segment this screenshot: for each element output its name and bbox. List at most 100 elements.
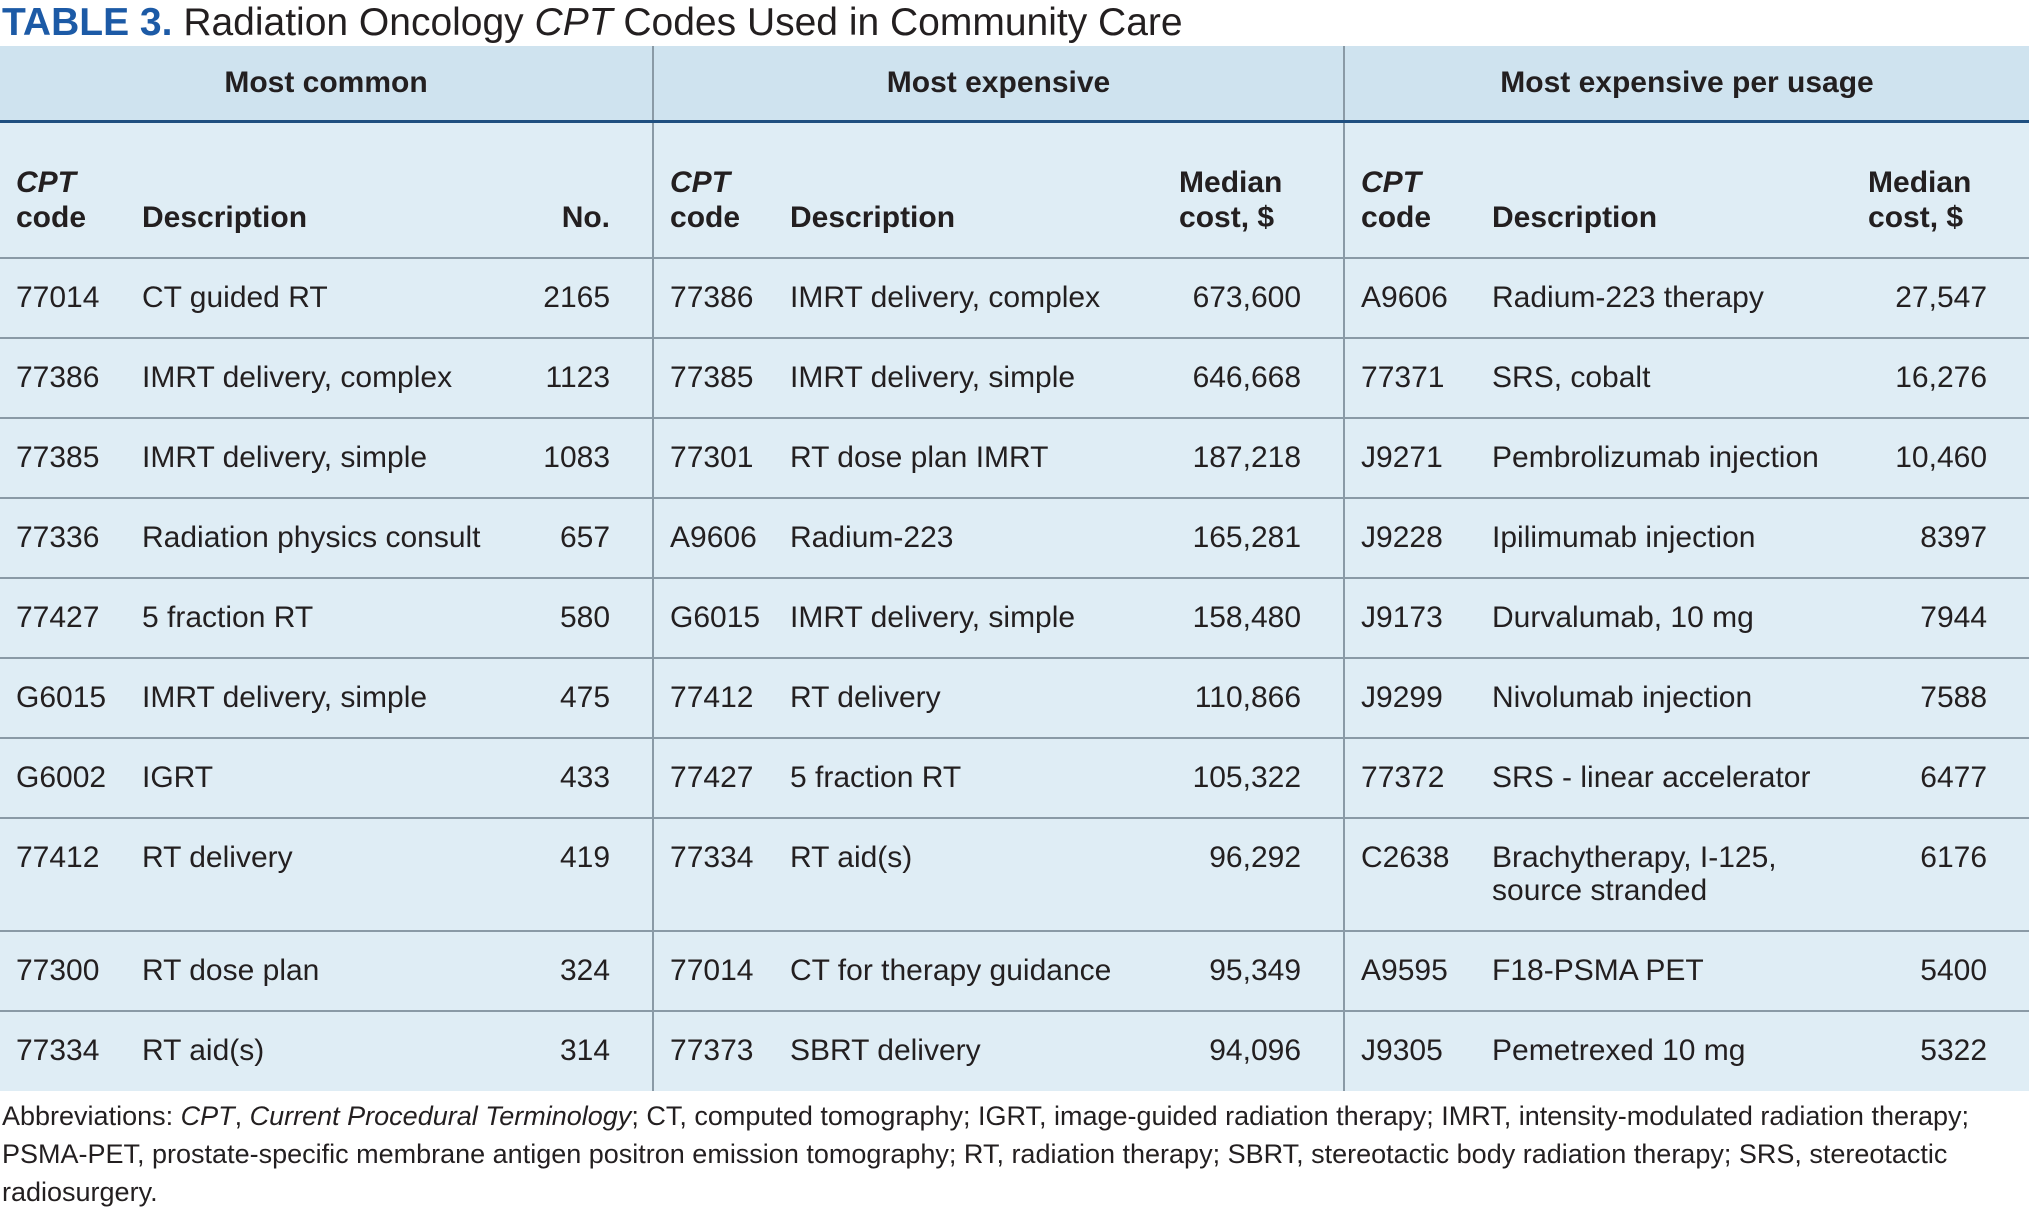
cpt-code-cell: J9305 — [1343, 1011, 1493, 1091]
median-cost-cell: 646,668 — [1151, 338, 1345, 419]
description-cell: RT aid(s) — [790, 818, 1152, 932]
count-cell: 314 — [559, 1034, 611, 1067]
table-row: 77014 CT guided RT 2165 77386 IMRT delivery,… — [0, 258, 2029, 339]
number-header: No. — [515, 121, 654, 259]
cpt-code-cell: 77373 — [652, 1011, 791, 1091]
count-cell: 475 — [515, 658, 654, 739]
description-cell: Nivolumab injection — [1492, 658, 1861, 739]
cpt-code-cell: 77386 — [652, 258, 791, 339]
cpt-code-header: CPT code — [0, 121, 142, 259]
median-cost-cell: 95,349 — [1151, 931, 1345, 1012]
description-cell: Radiation physics consult — [142, 498, 515, 579]
description-cell: Pembrolizumab injection — [1492, 418, 1861, 499]
column-header-row: CPT code Description No. CPT code Descript… — [0, 121, 2029, 259]
cpt-code-cell: 77334 — [652, 818, 791, 932]
group-header-row: Most common Most expensive Most expensiv… — [0, 46, 2029, 123]
median-cost-cell: 187,218 — [1151, 418, 1345, 499]
median-cost-header: Median cost, $ — [1151, 121, 1345, 259]
count-cell: 1123 — [515, 338, 654, 419]
median-cost-cell: 6176 — [1860, 818, 2029, 932]
cpt-code-cell: J9173 — [1343, 578, 1493, 659]
cpt-code-cell: A9606 — [652, 498, 791, 579]
cpt-code-cell: 77427 — [652, 738, 791, 819]
description-cell: 5 fraction RT — [790, 738, 1152, 819]
cpt-code-header: CPT code — [652, 121, 791, 259]
description-header: Description — [142, 121, 515, 259]
description-cell: SBRT delivery — [790, 1034, 981, 1067]
cpt-code-cell: 77372 — [1343, 738, 1493, 819]
cpt-code-cell: G6015 — [652, 578, 791, 659]
description-cell: IMRT delivery, simple — [142, 658, 515, 739]
cpt-code-cell: C2638 — [1343, 818, 1493, 932]
table-title-text: Radiation Oncology CPT Codes Used in Com… — [183, 1, 1183, 44]
median-cost-cell: 10,460 — [1860, 418, 2029, 499]
description-cell: IMRT delivery, simple — [142, 418, 515, 499]
median-cost-cell: 5400 — [1860, 931, 2029, 1012]
description-cell: RT dose plan IMRT — [790, 418, 1152, 499]
group-most-expensive-per-usage: Most expensive per usage — [1343, 46, 2029, 123]
cpt-code-cell: G6002 — [0, 738, 142, 819]
median-cost-cell: 158,480 — [1151, 578, 1345, 659]
count-cell: 657 — [515, 498, 654, 579]
cpt-codes-table: Most common Most expensive Most expensiv… — [0, 46, 2029, 1091]
cpt-code-cell: 77385 — [652, 338, 791, 419]
median-cost-cell: 673,600 — [1151, 258, 1345, 339]
cpt-code-cell: 77301 — [652, 418, 791, 499]
median-cost-cell: 165,281 — [1151, 498, 1345, 579]
table-row: 77412 RT delivery 419 77334 RT aid(s) 96,292 C… — [0, 818, 2029, 932]
count-cell: 2165 — [515, 258, 654, 339]
count-cell: 419 — [515, 818, 654, 932]
table-row: 77334 RT aid(s) 314 77373 SBRT delivery 94,09… — [0, 1011, 2029, 1091]
description-cell: IMRT delivery, complex — [142, 338, 515, 419]
table-row: 77336 Radiation physics consult 657 A9606 Ra… — [0, 498, 2029, 579]
cpt-code-cell: 77412 — [652, 658, 791, 739]
description-cell: Pemetrexed 10 mg — [1492, 1034, 1746, 1067]
count-cell: 324 — [515, 931, 654, 1012]
cpt-code-cell: 77371 — [1343, 338, 1493, 419]
abbreviations-note: Abbreviations: CPT, Current Procedural T… — [2, 1101, 1969, 1207]
cpt-code-cell: 77334 — [16, 1034, 100, 1067]
median-cost-cell: 27,547 — [1860, 258, 2029, 339]
description-cell: CT for therapy guidance — [790, 931, 1152, 1012]
median-cost-cell: 110,866 — [1151, 658, 1345, 739]
cpt-code-cell: 77427 — [0, 578, 142, 659]
table-label: TABLE 3. — [2, 1, 173, 44]
median-cost-cell: 6477 — [1860, 738, 2029, 819]
median-cost-cell: 16,276 — [1860, 338, 2029, 419]
description-cell: IGRT — [142, 738, 515, 819]
cpt-code-cell: 77014 — [0, 258, 142, 339]
count-cell: 1083 — [515, 418, 654, 499]
group-most-expensive: Most expensive — [652, 46, 1345, 123]
cpt-code-cell: A9606 — [1343, 258, 1493, 339]
cpt-code-cell: J9271 — [1343, 418, 1493, 499]
description-header: Description — [1492, 121, 1861, 259]
median-cost-cell: 7588 — [1860, 658, 2029, 739]
description-cell: SRS - linear accelerator — [1492, 738, 1861, 819]
description-cell: IMRT delivery, simple — [790, 338, 1152, 419]
description-cell: IMRT delivery, simple — [790, 578, 1152, 659]
median-cost-cell: 5322 — [1920, 1034, 1988, 1067]
cpt-code-cell: J9228 — [1343, 498, 1493, 579]
cpt-code-cell: A9595 — [1343, 931, 1493, 1012]
description-cell: RT delivery — [142, 818, 515, 932]
median-cost-cell: 96,292 — [1151, 818, 1345, 932]
table-row: G6002 IGRT 433 77427 5 fraction RT 105,322 773… — [0, 738, 2029, 819]
description-cell: RT aid(s) — [142, 1034, 265, 1067]
description-cell: IMRT delivery, complex — [790, 258, 1152, 339]
cpt-code-cell: J9299 — [1343, 658, 1493, 739]
median-cost-cell: 8397 — [1860, 498, 2029, 579]
group-most-common: Most common — [0, 46, 654, 123]
median-cost-header: Median cost, $ — [1860, 121, 2029, 259]
table-row: 77386 IMRT delivery, complex 1123 77385 IMRT… — [0, 338, 2029, 419]
table-row: 77300 RT dose plan 324 77014 CT for therapy … — [0, 931, 2029, 1012]
description-cell: Ipilimumab injection — [1492, 498, 1861, 579]
cpt-code-cell: 77014 — [652, 931, 791, 1012]
table-row: 77427 5 fraction RT 580 G6015 IMRT delivery,… — [0, 578, 2029, 659]
median-cost-cell: 105,322 — [1151, 738, 1345, 819]
count-cell: 580 — [515, 578, 654, 659]
description-cell: RT delivery — [790, 658, 1152, 739]
description-cell: CT guided RT — [142, 258, 515, 339]
cpt-code-header: CPT code — [1343, 121, 1493, 259]
cpt-code-cell: 77385 — [0, 418, 142, 499]
description-cell: Radium-223 — [790, 498, 1152, 579]
